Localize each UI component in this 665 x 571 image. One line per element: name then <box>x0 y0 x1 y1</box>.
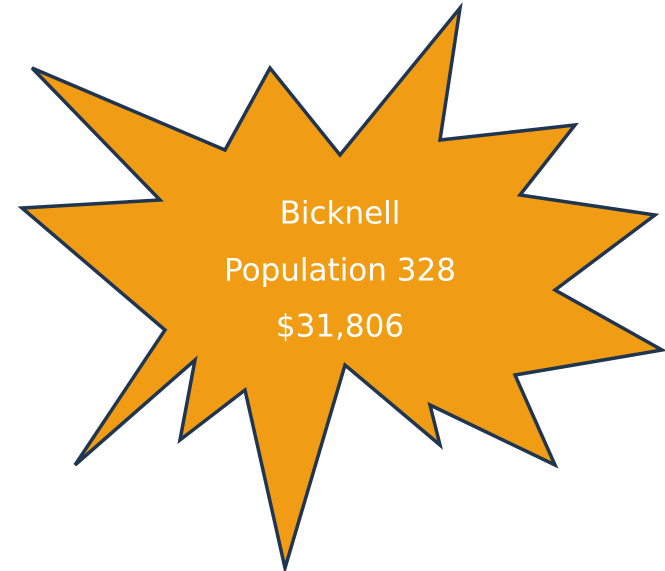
label-line: Bicknell <box>280 196 401 232</box>
label-line: Population 328 <box>224 253 456 289</box>
starburst <box>17 1 665 571</box>
label-line: $31,806 <box>276 309 404 345</box>
